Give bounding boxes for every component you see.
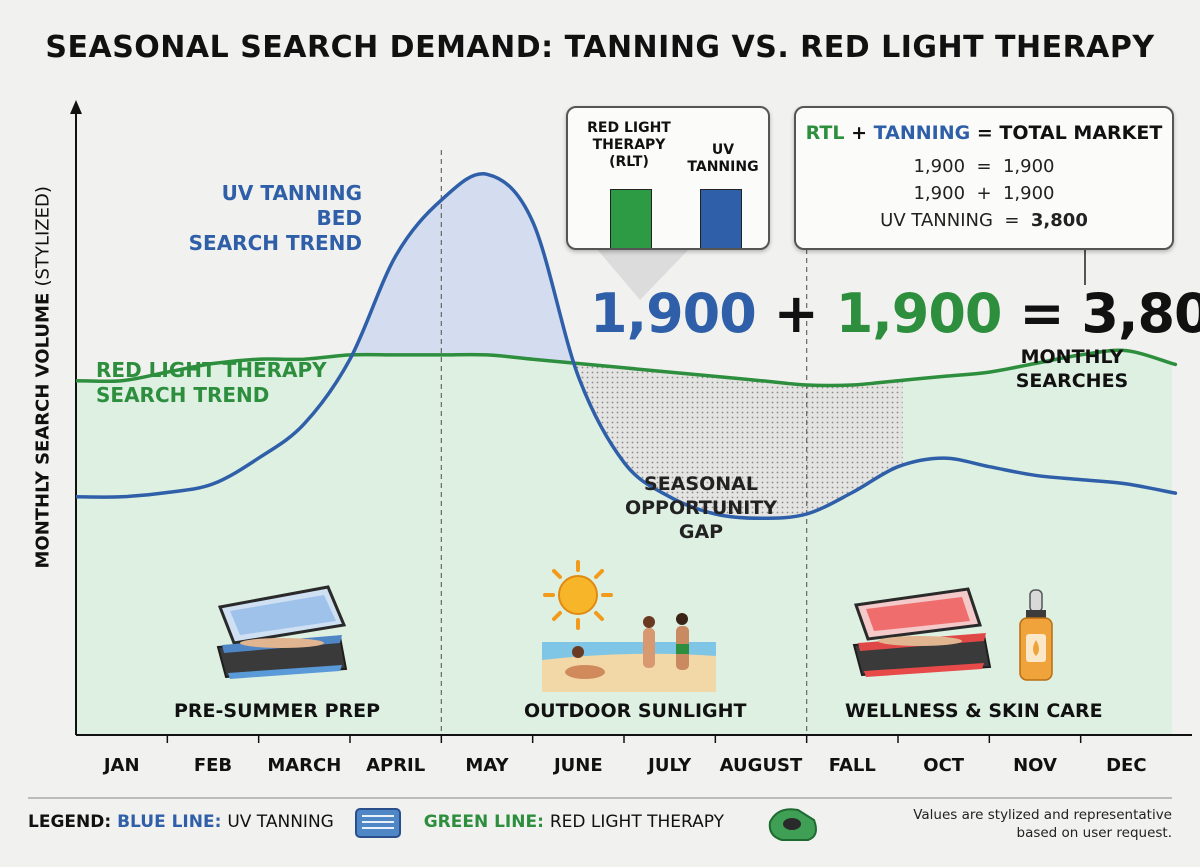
gap-label-line2: OPPORTUNITY <box>624 497 777 519</box>
uv-bar-label-line1: UV <box>711 142 735 158</box>
rlt-series-line <box>75 348 1178 388</box>
legend-blue-key: BLUE LINE: <box>117 812 222 832</box>
legend-green-key: GREEN LINE: <box>423 812 544 832</box>
big-eq-rlt-value: 1,900 <box>835 282 1003 345</box>
bar-comparison-box: RED LIGHT THERAPY (RLT) UV TANNING <box>566 106 770 250</box>
uv-series-label-line2: SEARCH TREND <box>188 231 362 255</box>
uv-bar-label-line2: TANNING <box>687 159 759 175</box>
legend-red-light-device-icon <box>768 808 817 841</box>
rlt-series-label-line2: SEARCH TREND <box>96 383 270 407</box>
legend: LEGEND: BLUE LINE: UV TANNING GREEN LINE… <box>28 812 724 832</box>
heading-plus: + <box>851 122 868 144</box>
chart-title: SEASONAL SEARCH DEMAND: TANNING VS. RED … <box>45 30 1155 65</box>
heading-tanning: TANNING <box>873 122 971 144</box>
big-eq-total: 3,800 <box>1081 282 1200 345</box>
x-tick-label: OCT <box>923 755 965 776</box>
x-tick-label: MARCH <box>267 755 341 776</box>
uv-bar-label: UV TANNING <box>686 142 760 176</box>
note-line2: based on user request. <box>1016 825 1173 841</box>
monthly-caption-line2: SEARCHES <box>1015 370 1129 392</box>
monthly-caption-line1: MONTHLY <box>1020 346 1124 368</box>
rlt-bar-label-line2: THERAPY <box>592 137 666 153</box>
x-tick-label: JUNE <box>552 755 603 776</box>
rlt-series-label-line1: RED LIGHT THERAPY <box>96 358 327 382</box>
x-tick-label: MAY <box>465 755 509 776</box>
uv-series-line <box>75 172 1178 521</box>
uv-series-label-line1: UV TANNING BED <box>221 181 362 230</box>
x-tick-label: FEB <box>194 755 232 776</box>
total-market-heading: RTL + TANNING = TOTAL MARKET <box>796 122 1172 144</box>
x-tick-label: JAN <box>102 755 140 776</box>
legend-blue-name: UV TANNING <box>227 812 334 832</box>
big-eq-uv-value: 1,900 <box>590 282 757 345</box>
y-axis-arrow-icon <box>70 100 82 114</box>
x-tick-label: FALL <box>829 755 876 776</box>
big-eq-equals: = <box>1019 282 1064 345</box>
legend-tanning-bed-icon <box>355 808 401 838</box>
y-axis-label-note: (STYLIZED) <box>32 186 54 287</box>
heading-equals: = <box>976 122 993 144</box>
callout-pointer <box>596 248 690 300</box>
big-equation: 1,900 + 1,900 = 3,800 <box>590 282 1200 345</box>
beach-scene-icon <box>542 613 716 692</box>
red-light-bed-icon <box>852 587 992 677</box>
illustration-layer <box>216 560 1053 841</box>
x-tick-label: APRIL <box>366 755 425 776</box>
total-market-box: RTL + TANNING = TOTAL MARKET 1,900 = 1,9… <box>794 106 1174 250</box>
x-tick-label: NOV <box>1013 755 1057 776</box>
equation-row-3-total: 3,800 <box>1030 210 1088 231</box>
gap-label-line3: GAP <box>678 521 724 543</box>
rlt-series-label: RED LIGHT THERAPY SEARCH TREND <box>96 358 327 408</box>
heading-total-market: TOTAL MARKET <box>999 122 1163 144</box>
sun-icon <box>543 560 613 630</box>
y-axis-label: MONTHLY SEARCH VOLUME (STYLIZED) <box>32 186 54 569</box>
rlt-bar-label: RED LIGHT THERAPY (RLT) <box>574 120 684 171</box>
uv-bar <box>700 189 742 248</box>
equation-row-1: 1,900 = 1,900 <box>913 156 1055 177</box>
disclaimer-note: Values are stylized and representative b… <box>872 806 1172 842</box>
big-eq-plus: + <box>773 282 819 345</box>
legend-green-name: RED LIGHT THERAPY <box>549 812 725 832</box>
equation-row-3-left: UV TANNING = <box>880 210 1031 231</box>
rlt-bar <box>610 189 652 248</box>
rlt-bar-label-line3: (RLT) <box>609 154 649 170</box>
gap-label-line1: SEASONAL <box>644 473 758 495</box>
x-tick-label: JULY <box>646 755 692 776</box>
monthly-searches-caption: MONTHLY SEARCHES <box>1010 345 1134 393</box>
opportunity-gap-label: SEASONAL OPPORTUNITY GAP <box>618 472 784 544</box>
equation-row-3: UV TANNING = 3,800 <box>796 210 1172 231</box>
uv-series-label: UV TANNING BED SEARCH TREND <box>186 181 362 256</box>
rlt-bar-label-line1: RED LIGHT <box>587 120 671 136</box>
equation-row-2: 1,900 + 1,900 <box>913 183 1055 204</box>
serum-bottle-icon <box>1019 589 1053 681</box>
x-tick-label: DEC <box>1106 755 1146 776</box>
legend-lead: LEGEND: <box>28 812 112 832</box>
section-label-pre-summer: PRE-SUMMER PREP <box>174 700 381 722</box>
y-axis-label-main: MONTHLY SEARCH VOLUME <box>32 292 54 569</box>
uv-tanning-bed-icon <box>216 585 348 679</box>
section-label-outdoor: OUTDOOR SUNLIGHT <box>524 700 747 722</box>
x-tick-label: AUGUST <box>720 755 803 776</box>
heading-rtl: RTL <box>805 122 845 144</box>
section-label-wellness: WELLNESS & SKIN CARE <box>845 700 1103 722</box>
note-line1: Values are stylized and representative <box>913 807 1172 823</box>
